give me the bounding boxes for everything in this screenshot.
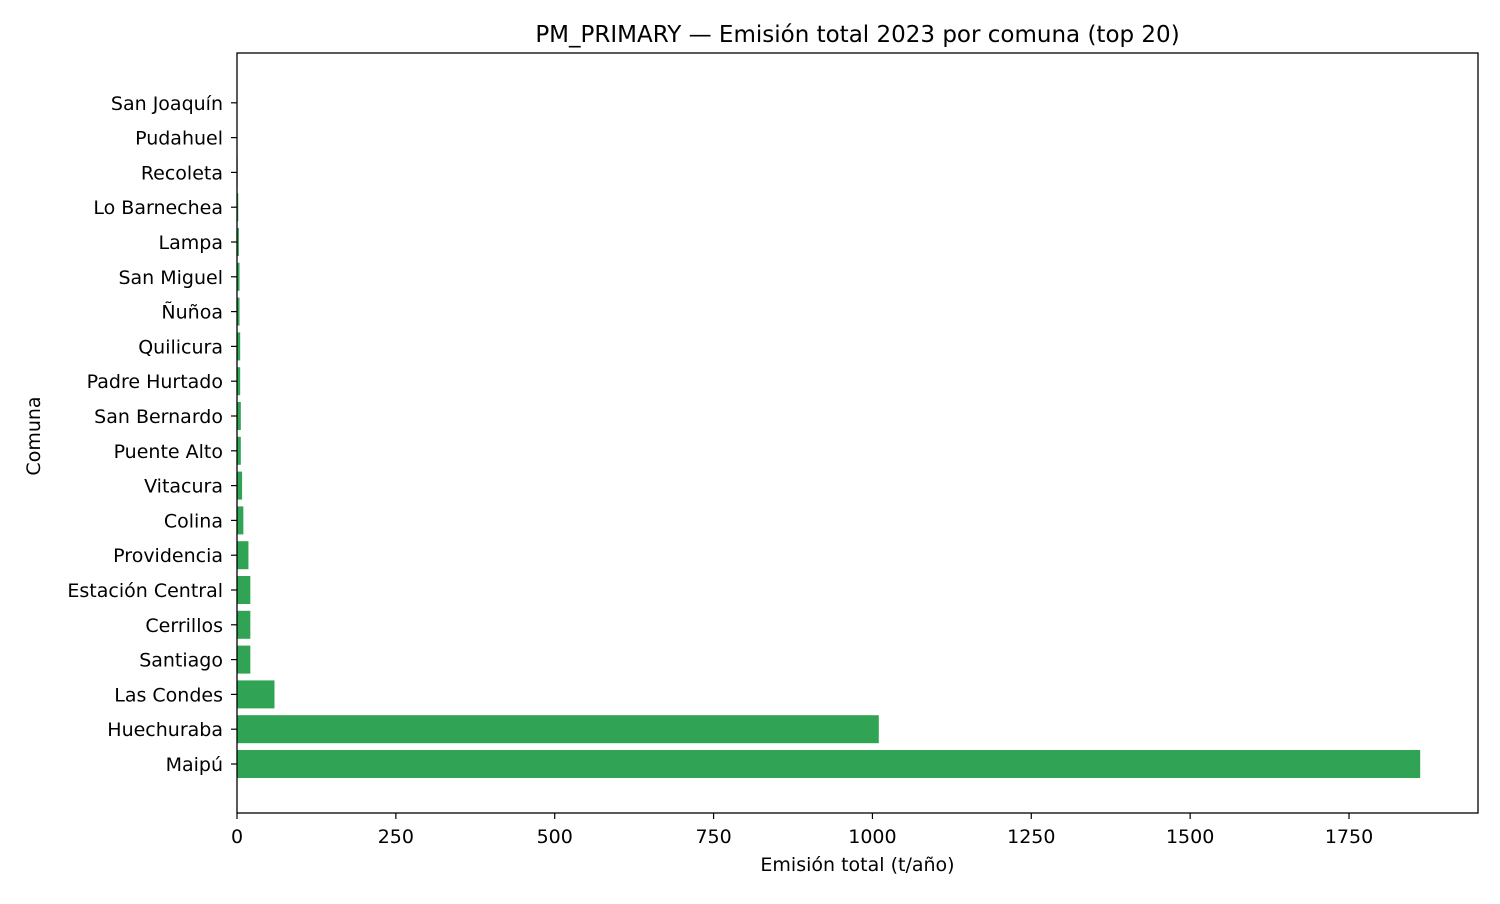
y-tick-label: Lo Barnechea: [93, 197, 223, 219]
y-tick-label: Vitacura: [144, 476, 223, 498]
y-tick-label: Recoleta: [141, 162, 223, 184]
bar: [237, 750, 1420, 778]
y-tick-label: Quilicura: [138, 336, 223, 358]
y-tick-label: Cerrillos: [145, 615, 223, 637]
chart-title: PM_PRIMARY — Emisión total 2023 por comu…: [535, 22, 1179, 48]
bar: [237, 715, 879, 743]
y-tick-label: Colina: [164, 510, 223, 532]
bar: [237, 611, 250, 639]
y-tick-label: San Bernardo: [94, 406, 223, 428]
y-tick-label: Santiago: [139, 650, 223, 672]
y-tick-label: San Joaquín: [111, 93, 223, 115]
y-tick-label: Estación Central: [67, 580, 223, 602]
y-tick-label: Providencia: [113, 545, 223, 567]
y-axis-label: Comuna: [23, 396, 45, 475]
x-tick-label: 250: [378, 826, 414, 848]
bar: [237, 541, 248, 569]
x-tick-label: 0: [231, 826, 243, 848]
y-tick-label: Ñuñoa: [161, 301, 223, 324]
y-tick-label: Lampa: [159, 232, 223, 254]
x-tick-label: 1500: [1166, 826, 1214, 848]
bar: [237, 680, 274, 708]
x-tick-label: 1750: [1325, 826, 1373, 848]
x-tick-label: 1000: [848, 826, 896, 848]
bar: [237, 576, 250, 604]
x-tick-label: 1250: [1007, 826, 1055, 848]
y-tick-label: Maipú: [166, 754, 223, 776]
bar: [237, 506, 243, 534]
y-tick-label: Las Condes: [114, 684, 223, 706]
y-tick-label: Huechuraba: [107, 719, 223, 741]
y-tick-label: Padre Hurtado: [87, 371, 223, 393]
bar: [237, 472, 242, 500]
x-tick-label: 500: [537, 826, 573, 848]
x-tick-label: 750: [695, 826, 731, 848]
x-axis-label: Emisión total (t/año): [760, 854, 954, 876]
y-tick-label: Puente Alto: [114, 441, 223, 463]
y-tick-label: Pudahuel: [135, 128, 223, 150]
y-tick-label: San Miguel: [118, 267, 223, 289]
bar: [237, 646, 250, 674]
